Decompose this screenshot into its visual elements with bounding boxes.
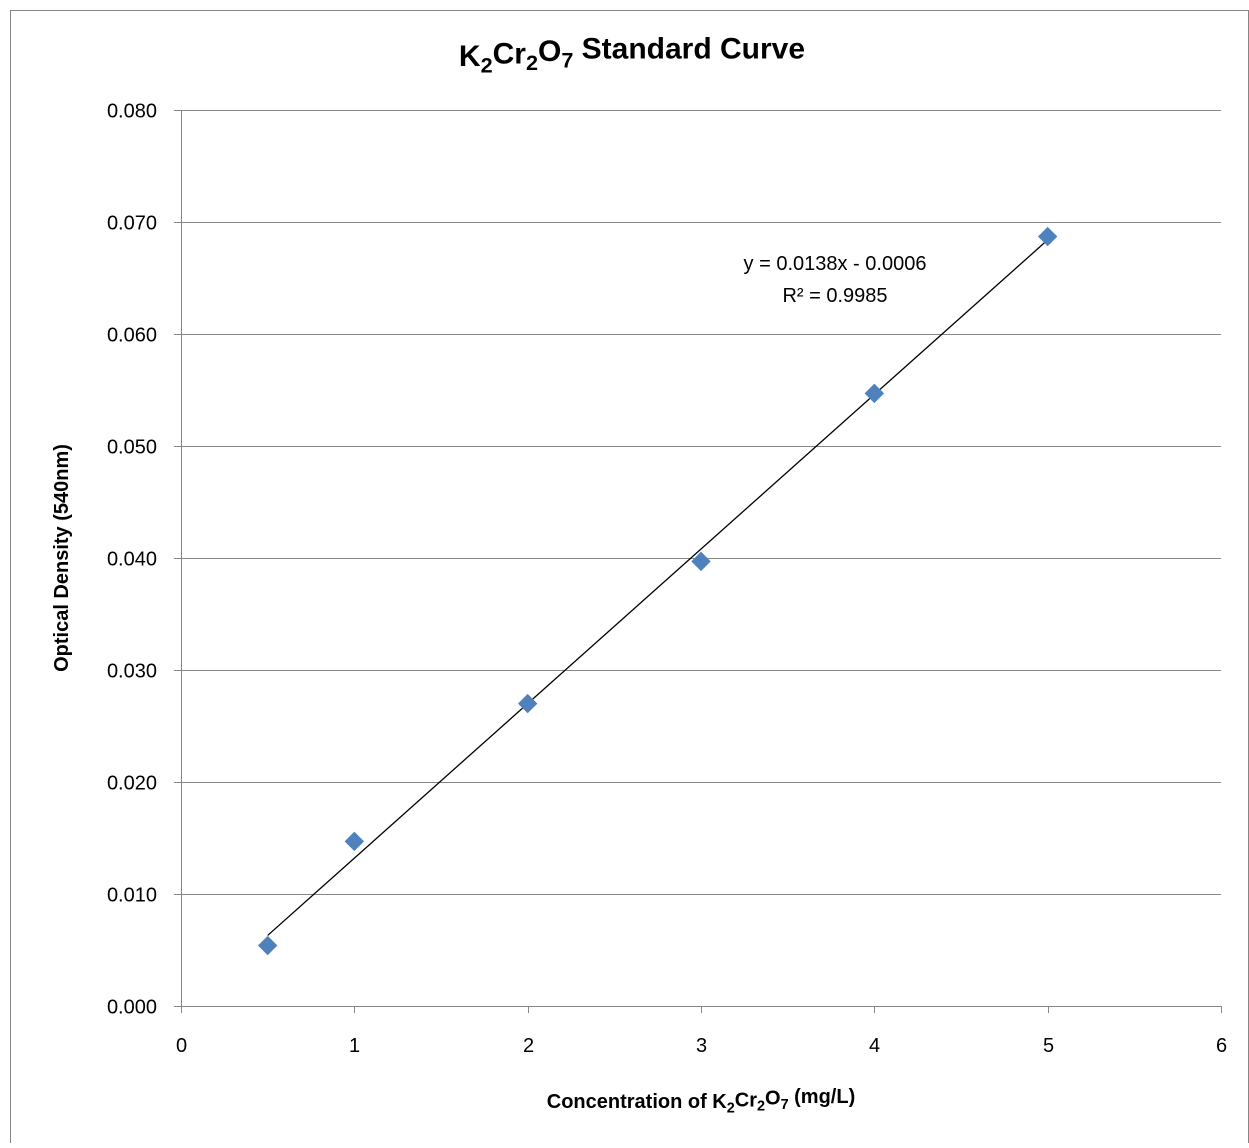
x-tick-label: 4: [869, 1035, 880, 1057]
y-tick-label: 0.020: [107, 773, 157, 795]
tick-labels: 0.000 0.010 0.020 0.030 0.040 0.050 0.060 0.070…: [107, 101, 1227, 1058]
subscript: 2: [727, 1100, 735, 1116]
y-tick-label: 0.000: [107, 997, 157, 1019]
title-text: Cr: [493, 37, 527, 70]
title-text: Concentration of K: [547, 1091, 728, 1113]
x-tick-label: 0: [176, 1035, 187, 1057]
subscript: 7: [781, 1097, 789, 1113]
y-tick-label: 0.010: [107, 885, 157, 907]
x-tick-label: 3: [696, 1035, 707, 1057]
data-points: [257, 226, 1058, 956]
trendline-equation: y = 0.0138x - 0.0006: [744, 253, 927, 275]
y-tick-label: 0.050: [107, 437, 157, 459]
x-tick-label: 1: [349, 1035, 360, 1057]
title-text: (mg/L): [789, 1086, 856, 1108]
data-point: [517, 693, 538, 714]
trendline: [267, 239, 1049, 936]
trendline-r-squared: R² = 0.9985: [782, 285, 887, 307]
x-axis-title: Concentration of K2Cr2O7 (mg/L): [547, 1086, 856, 1116]
title-text: O: [538, 35, 561, 68]
y-tick-label: 0.070: [107, 213, 157, 235]
y-tick-label: 0.060: [107, 325, 157, 347]
y-tick-label: 0.030: [107, 661, 157, 683]
chart-title: K2Cr2O7 Standard Curve: [459, 32, 805, 77]
title-text: K: [459, 40, 481, 73]
subscript: 2: [526, 50, 538, 75]
title-text: Standard Curve: [573, 32, 805, 65]
subscript: 2: [481, 52, 493, 77]
trendline-group: [267, 239, 1049, 936]
data-point: [864, 383, 885, 404]
x-tick-label: 5: [1043, 1035, 1054, 1057]
title-text: Cr: [735, 1089, 757, 1111]
gridlines: [181, 110, 1221, 895]
data-point: [257, 935, 278, 956]
chart-area-border: [10, 10, 1249, 1148]
y-tick-label: 0.040: [107, 549, 157, 571]
x-tick-label: 2: [523, 1035, 534, 1057]
y-tick-label: 0.080: [107, 101, 157, 123]
axes: [174, 110, 1222, 1013]
data-point: [344, 831, 365, 852]
subscript: 2: [757, 1099, 765, 1115]
data-point: [1037, 226, 1058, 247]
subscript: 7: [561, 47, 573, 72]
data-point: [691, 551, 711, 572]
y-axis-title: Optical Density (540nm): [51, 444, 73, 672]
title-text: O: [765, 1088, 781, 1110]
x-tick-label: 6: [1216, 1035, 1227, 1057]
